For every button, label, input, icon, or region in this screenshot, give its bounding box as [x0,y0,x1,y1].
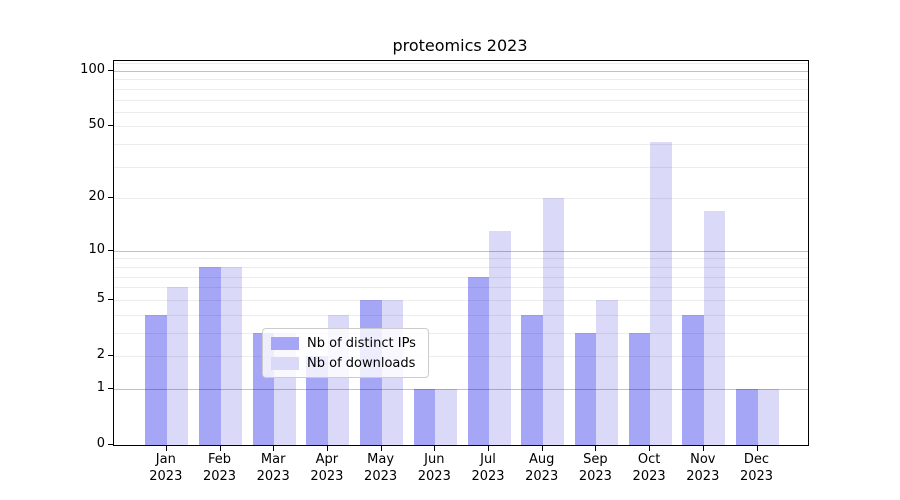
y-tick-mark-1 [108,387,113,389]
x-tick-label-jun: Jun 2023 [417,452,451,484]
gridline-minor-9 [114,258,808,260]
y-tick-label-50: 50 [88,117,105,133]
bar-ips-jan [145,314,167,445]
gridline-minor-50 [114,126,808,128]
x-tick-label-nov: Nov 2023 [686,452,720,484]
legend-swatch-downloads [271,356,299,370]
x-tick-label-mar: Mar 2023 [256,452,290,484]
bar-ips-aug [521,314,543,445]
bar-downloads-dec [757,388,779,445]
gridline-minor-4 [114,314,808,316]
y-tick-mark-20 [108,197,113,199]
y-tick-mark-100 [108,70,113,71]
y-tick-label-20: 20 [88,189,105,205]
bar-downloads-oct [650,142,672,445]
legend-row-distinct-ips: Nb of distinct IPs [271,336,420,351]
x-tick-mark-jul [488,446,489,451]
bar-ips-apr [306,356,328,445]
gridline-minor-70 [114,99,808,101]
y-tick-label-2: 2 [96,347,105,362]
y-tick-mark-10 [108,249,113,251]
x-tick-label-oct: Oct 2023 [632,452,666,484]
x-tick-label-dec: Dec 2023 [739,452,774,484]
y-tick-mark-2 [108,355,113,356]
x-tick-mark-jun [434,446,436,451]
bar-ips-sep [574,332,597,445]
x-tick-mark-sep [595,446,597,451]
y-tick-mark-5 [108,298,113,300]
y-tick-label-5: 5 [96,290,105,306]
gridline-minor-5 [114,299,808,301]
bar-downloads-jul [489,231,511,445]
y-tick-mark-0 [108,444,113,445]
x-tick-label-jul: Jul 2023 [471,452,505,484]
gridline-major-1 [114,388,808,390]
bar-ips-jun [413,388,436,445]
y-tick-label-1: 1 [96,379,105,395]
x-tick-label-may: May 2023 [364,452,398,484]
y-tick-label-10: 10 [88,241,105,257]
bar-downloads-feb [220,266,242,445]
x-tick-mark-dec [756,446,758,451]
gridline-minor-8 [114,266,808,268]
x-tick-label-jan: Jan 2023 [149,452,183,484]
y-tick-mark-50 [108,125,113,127]
x-tick-mark-nov [702,446,704,451]
gridline-minor-80 [114,88,808,90]
x-tick-label-feb: Feb 2023 [202,452,237,484]
bar-ips-nov [682,314,704,445]
plot-area [113,60,809,446]
legend: Nb of distinct IPs Nb of downloads [262,328,429,378]
gridline-minor-2 [114,356,808,357]
gridline-minor-110 [114,63,808,65]
gridline-minor-40 [114,144,808,145]
x-tick-mark-feb [219,446,221,451]
chart-title: proteomics 2023 [392,36,528,55]
gridline-minor-7 [114,276,808,278]
legend-label-distinct-ips: Nb of distinct IPs [307,335,416,351]
x-tick-mark-mar [273,446,275,451]
gridline-minor-3 [114,332,808,334]
bar-downloads-jun [435,388,457,445]
x-tick-label-sep: Sep 2023 [578,452,612,484]
x-tick-mark-apr [326,446,328,451]
gridline-minor-20 [114,198,808,200]
gridline-minor-60 [114,111,808,113]
gridline-minor-6 [114,287,808,289]
bar-downloads-nov [703,210,726,445]
bar-ips-dec [736,388,758,445]
bar-ips-jul [467,276,489,445]
y-tick-label-0: 0 [96,436,105,451]
legend-label-downloads: Nb of downloads [307,355,416,371]
gridline-major-100 [114,71,808,72]
y-tick-label-100: 100 [80,62,105,77]
bar-downloads-sep [596,299,618,445]
legend-row-downloads: Nb of downloads [271,356,420,371]
gridline-minor-30 [114,166,808,168]
x-tick-mark-oct [649,446,651,451]
x-tick-mark-jan [165,446,167,451]
x-tick-label-apr: Apr 2023 [310,452,344,484]
legend-swatch-distinct-ips [271,336,299,350]
x-tick-mark-aug [541,446,543,451]
bar-downloads-aug [542,198,565,445]
x-tick-label-aug: Aug 2023 [525,452,559,484]
gridline-major-10 [114,250,808,252]
gridline-minor-90 [114,79,808,81]
bar-downloads-jan [166,287,189,445]
bar-ips-feb [199,266,221,445]
x-tick-mark-may [380,446,382,451]
bar-ips-oct [628,332,651,445]
